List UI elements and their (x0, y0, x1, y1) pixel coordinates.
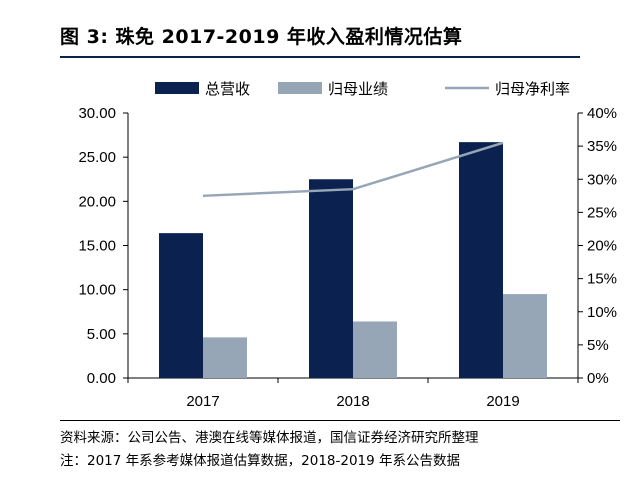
line-归母净利率 (202, 141, 504, 198)
x-axis-tick-label: 2018 (336, 393, 369, 410)
legend-label-归母净利率: 归母净利率 (495, 81, 570, 98)
right-axis-tick-label: 35% (587, 138, 617, 155)
right-axis-tick-label: 30% (587, 171, 617, 188)
left-axis-tick-label: 5.00 (87, 326, 116, 343)
legend-swatch-总营收 (155, 82, 199, 94)
left-axis-tick-label: 20.00 (78, 193, 116, 210)
left-axis-tick-label: 10.00 (78, 282, 116, 299)
legend-swatch-归母业绩 (278, 82, 322, 94)
left-axis-tick-label: 25.00 (78, 149, 116, 166)
right-axis-tick-label: 40% (587, 105, 617, 122)
right-axis-tick-label: 15% (587, 271, 617, 288)
left-axis-tick-label: 30.00 (78, 105, 116, 122)
x-axis-tick-label: 2019 (486, 393, 519, 410)
bar-归母业绩-2017 (203, 337, 247, 378)
chart: 0.00 5.00 10.00 15.00 20.00 25.00 30.00 0% 5% 10%… (78, 81, 617, 410)
bar-归母业绩-2019 (503, 294, 547, 378)
bar-总营收-2018 (309, 179, 353, 378)
footer: 资料来源：公司公告、港澳在线等媒体报道，国信证券经济研究所整理 注：2017 年… (60, 420, 620, 472)
left-axis-tick-label: 0.00 (87, 370, 116, 387)
right-axis-tick-label: 10% (587, 304, 617, 321)
bar-归母业绩-2018 (353, 321, 397, 378)
bar-总营收-2019 (459, 142, 503, 378)
right-axis-tick-label: 5% (587, 337, 609, 354)
x-axis-tick-label: 2017 (186, 393, 219, 410)
bar-总营收-2017 (159, 233, 203, 378)
left-axis-tick-label: 15.00 (78, 238, 116, 255)
legend-label-总营收: 总营收 (205, 81, 250, 98)
source-note: 资料来源：公司公告、港澳在线等媒体报道，国信证券经济研究所整理 (60, 430, 479, 446)
footnote: 注：2017 年系参考媒体报道估算数据，2018-2019 年系公告数据 (60, 453, 461, 469)
chart-title: 图 3: 珠免 2017-2019 年收入盈利情况估算 (60, 26, 463, 48)
right-axis-tick-label: 0% (587, 370, 609, 387)
right-axis-tick-label: 20% (587, 238, 617, 255)
legend-label-归母业绩: 归母业绩 (328, 81, 388, 98)
right-axis-tick-label: 25% (587, 204, 617, 221)
title-bar: 图 3: 珠免 2017-2019 年收入盈利情况估算 (60, 16, 580, 58)
